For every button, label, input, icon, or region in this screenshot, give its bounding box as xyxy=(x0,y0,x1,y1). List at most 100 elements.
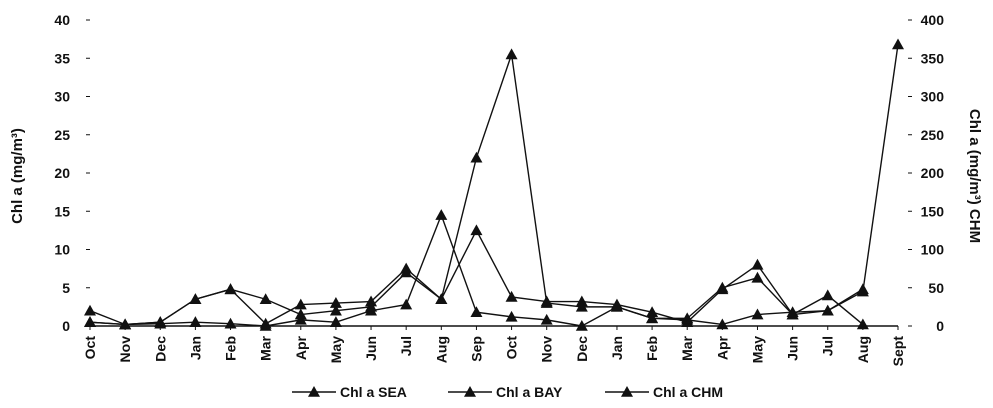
data-point-marker xyxy=(646,312,659,324)
legend-marker xyxy=(464,386,476,397)
data-point-marker xyxy=(470,224,483,236)
data-point-marker xyxy=(540,297,553,308)
data-point-marker xyxy=(716,281,729,293)
series-line xyxy=(89,44,899,326)
x-tick-label: Aug xyxy=(433,336,449,363)
data-point-marker xyxy=(329,297,342,308)
data-point-marker xyxy=(470,306,483,318)
data-point-marker xyxy=(575,300,588,312)
data-point-marker xyxy=(259,317,272,329)
series-layer xyxy=(84,38,904,331)
data-point-marker xyxy=(224,317,237,329)
legend-label: Chl a SEA xyxy=(340,384,407,400)
data-point-marker xyxy=(505,290,518,302)
x-tick-label: Feb xyxy=(223,336,239,361)
legend: Chl a SEA Chl a BAY Chl a CHM xyxy=(292,384,723,400)
x-tick-label: Apr xyxy=(714,335,730,360)
data-point-marker xyxy=(400,266,413,278)
legend-label: Chl a BAY xyxy=(496,384,563,400)
x-tick-label: Mar xyxy=(258,335,274,360)
right-tick-label: 50 xyxy=(928,280,944,296)
x-tick-label: Nov xyxy=(117,336,133,363)
data-point-marker xyxy=(856,318,869,330)
data-point-marker xyxy=(856,285,869,297)
x-tick-label: Jul xyxy=(820,336,836,356)
x-tick-label: Dec xyxy=(574,336,590,362)
data-point-marker xyxy=(751,258,764,270)
x-tick-label: Dec xyxy=(152,336,168,362)
data-point-marker xyxy=(154,316,167,327)
left-tick-label: 20 xyxy=(54,165,70,181)
data-point-marker xyxy=(119,318,132,330)
left-tick-label: 15 xyxy=(54,203,70,219)
data-point-marker xyxy=(294,308,307,320)
data-point-marker xyxy=(224,283,237,295)
data-point-marker xyxy=(751,271,764,283)
x-tick-label: Jan xyxy=(187,336,203,360)
x-tick-label: May xyxy=(328,336,344,363)
data-point-marker xyxy=(821,289,834,301)
x-tick-label: Nov xyxy=(539,336,555,363)
left-tick-label: 35 xyxy=(54,50,70,66)
data-point-marker xyxy=(189,316,202,327)
right-axis-title: Chl a (mg/m³) CHM xyxy=(966,109,983,243)
left-tick-label: 40 xyxy=(54,12,70,28)
data-point-marker xyxy=(610,300,623,312)
left-tick-label: 5 xyxy=(62,280,70,296)
x-tick-label: Sept xyxy=(890,336,906,367)
right-tick-label: 150 xyxy=(921,203,945,219)
x-tick-label: Feb xyxy=(644,336,660,361)
data-point-marker xyxy=(294,298,307,310)
legend-label: Chl a CHM xyxy=(653,384,723,400)
left-y-axis: 0 5 10 15 20 25 30 35 40 xyxy=(54,12,90,334)
x-tick-label: Oct xyxy=(504,336,520,360)
data-point-marker xyxy=(435,293,448,305)
data-point-marker xyxy=(435,209,448,220)
right-tick-label: 250 xyxy=(921,127,945,143)
data-point-marker xyxy=(751,308,764,320)
x-tick-label: May xyxy=(749,336,765,363)
right-y-axis: 0 50 100 150 200 250 300 350 400 xyxy=(908,12,944,334)
data-point-marker xyxy=(786,308,799,320)
data-point-marker xyxy=(821,304,834,316)
right-tick-label: 0 xyxy=(936,318,944,334)
data-point-marker xyxy=(681,312,694,324)
x-tick-label: Jul xyxy=(398,336,414,356)
data-point-marker xyxy=(646,306,659,318)
data-point-marker xyxy=(575,320,588,331)
data-point-marker xyxy=(470,151,483,163)
data-point-marker xyxy=(329,304,342,316)
x-tick-label: Sep xyxy=(468,336,484,362)
data-point-marker xyxy=(400,298,413,310)
data-point-marker xyxy=(84,316,96,327)
data-point-marker xyxy=(892,38,904,50)
right-tick-label: 400 xyxy=(921,12,945,28)
left-axis-title: Chl a (mg/m³) xyxy=(9,128,26,224)
data-point-marker xyxy=(540,313,553,325)
data-point-marker xyxy=(505,48,518,60)
x-tick-label: Mar xyxy=(679,335,695,360)
data-point-marker xyxy=(84,304,96,316)
x-axis: Oct Nov Dec Jan Feb Mar Apr May Jun Jul Aug Sep Oct N… xyxy=(82,325,906,367)
legend-marker xyxy=(308,386,320,397)
left-tick-label: 10 xyxy=(54,242,70,258)
left-tick-label: 0 xyxy=(62,318,70,334)
x-tick-label: Jun xyxy=(363,336,379,361)
data-point-marker xyxy=(189,293,202,305)
data-point-marker xyxy=(365,300,378,312)
right-tick-label: 300 xyxy=(921,89,945,105)
left-tick-label: 30 xyxy=(54,89,70,105)
x-tick-label: Apr xyxy=(293,335,309,360)
x-tick-label: Jun xyxy=(785,336,801,361)
x-tick-label: Oct xyxy=(82,336,98,360)
x-tick-label: Aug xyxy=(855,336,871,363)
data-point-marker xyxy=(329,316,342,327)
left-tick-label: 25 xyxy=(54,127,70,143)
right-tick-label: 350 xyxy=(921,50,945,66)
data-point-marker xyxy=(259,293,272,305)
x-tick-label: Jan xyxy=(609,336,625,360)
right-tick-label: 200 xyxy=(921,165,945,181)
data-point-marker xyxy=(505,310,518,322)
right-tick-label: 100 xyxy=(921,242,945,258)
data-point-marker xyxy=(716,318,729,330)
